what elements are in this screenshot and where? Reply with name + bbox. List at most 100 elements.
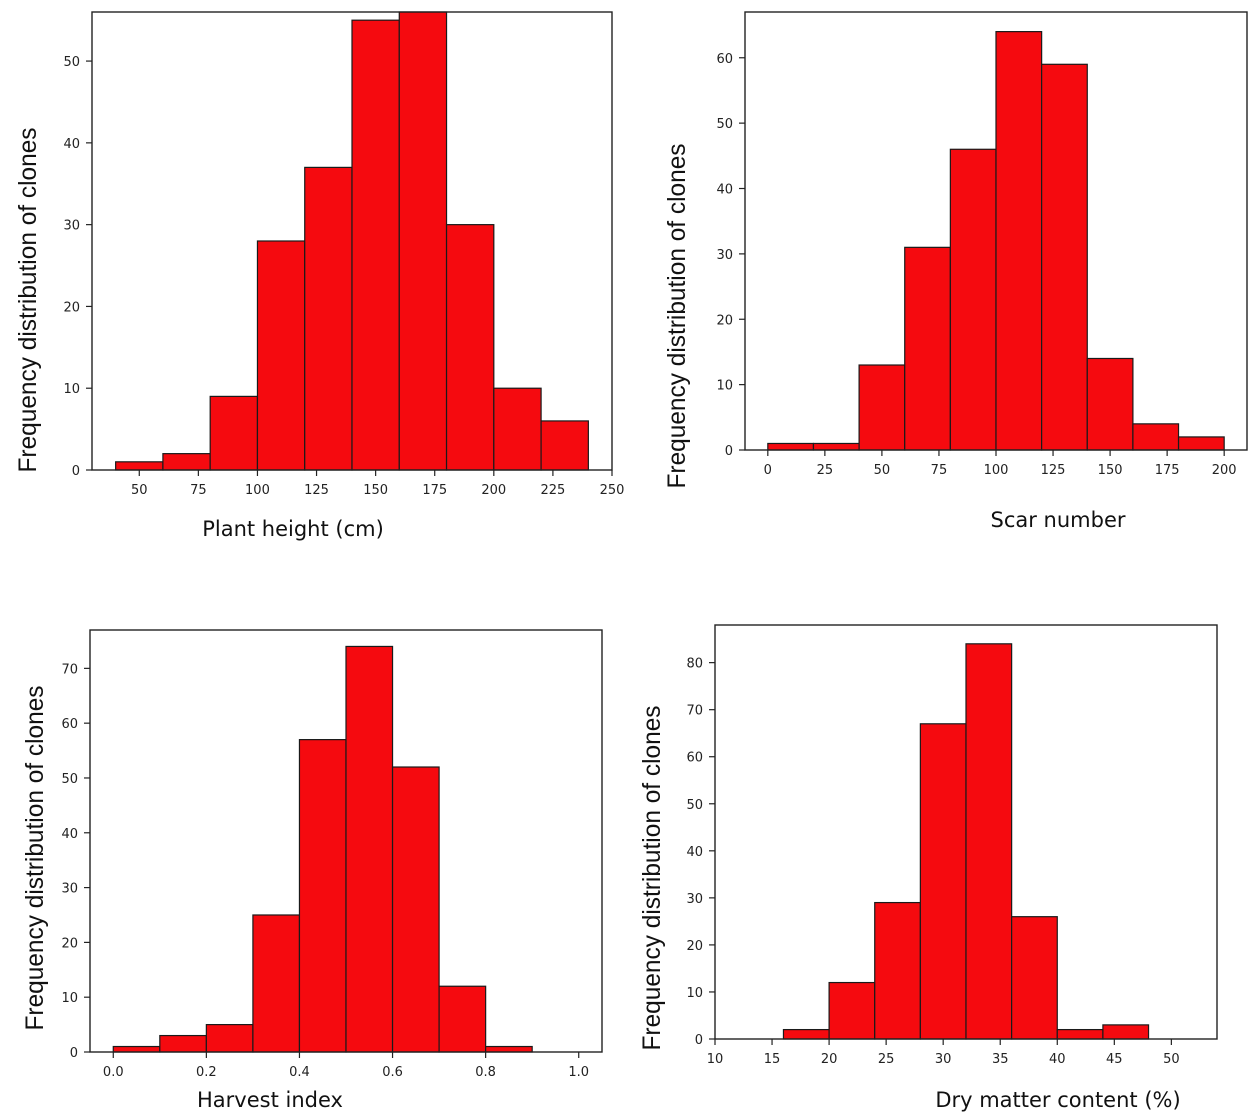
x-tick-label: 0.8 [475, 1065, 496, 1080]
histogram-bar [904, 246, 951, 451]
histogram-bar [162, 453, 211, 471]
histogram-bar [540, 420, 589, 471]
x-axis-label: Dry matter content (%) [935, 1088, 1180, 1112]
y-tick-label: 20 [63, 300, 80, 315]
y-tick-label: 10 [61, 991, 78, 1006]
histogram-bar [965, 643, 1013, 1040]
y-tick-label: 20 [61, 936, 78, 951]
histogram-bar [1086, 357, 1134, 451]
x-tick-label: 30 [935, 1052, 952, 1067]
x-tick-label: 75 [190, 483, 207, 498]
x-tick-label: 20 [821, 1052, 838, 1067]
chart-panel-3: 0.0 0.2 0.4 0.6 0.8 1.0 0 10 20 30 40 50 60 70 Harvest… [21, 629, 603, 1112]
histogram-bar [445, 224, 495, 471]
histogram-bar [828, 981, 876, 1040]
histogram-bar [767, 442, 815, 451]
histogram-bar [209, 395, 259, 471]
x-tick-label: 100 [984, 463, 1009, 478]
y-tick-label: 60 [61, 717, 78, 732]
x-tick-label: 15 [764, 1052, 781, 1067]
y-axis-label: Frequency distribution of clones [663, 144, 691, 489]
y-tick-label: 60 [716, 52, 733, 67]
histogram-bar [298, 739, 347, 1053]
histogram-bar [398, 11, 448, 471]
x-tick-label: 50 [1163, 1052, 1180, 1067]
plot-frame [91, 11, 613, 471]
x-tick-label: 200 [481, 483, 506, 498]
y-tick-label: 30 [61, 882, 78, 897]
y-tick-label: 50 [61, 772, 78, 787]
histogram-bar [256, 240, 306, 471]
histogram-bar [345, 645, 394, 1053]
x-tick-label: 100 [245, 483, 270, 498]
y-tick-label: 0 [695, 1033, 703, 1048]
histogram-bar [252, 914, 301, 1053]
y-tick-label: 0 [70, 1046, 78, 1061]
y-axis-label: Frequency distribution of clones [14, 128, 42, 473]
histogram-bar [493, 387, 542, 471]
histogram-bar [949, 148, 997, 451]
x-tick-label: 150 [1098, 463, 1123, 478]
histogram-bar [782, 1028, 830, 1040]
x-tick-label: 0.0 [103, 1065, 124, 1080]
histogram-bar [304, 166, 353, 471]
y-tick-label: 0 [725, 444, 733, 459]
x-tick-label: 50 [874, 463, 891, 478]
histogram-bar [995, 31, 1043, 451]
histogram-bar [1041, 63, 1088, 451]
plot-frame [89, 629, 603, 1053]
x-tick-label: 0.4 [289, 1065, 310, 1080]
histogram-bar [858, 364, 906, 451]
x-tick-label: 250 [600, 483, 625, 498]
x-tick-label: 150 [363, 483, 388, 498]
histogram-bar [874, 901, 921, 1040]
chart-panel-2: 0 25 50 75 100 125 150 175 200 0 10 20 30 40 50 60 Scar … [663, 11, 1248, 532]
histogram-bar [1177, 436, 1225, 451]
y-tick-label: 50 [716, 117, 733, 132]
y-tick-label: 0 [72, 464, 80, 479]
x-tick-label: 125 [304, 483, 329, 498]
histogram-bar [351, 19, 400, 471]
plot-frame [714, 624, 1218, 1040]
x-tick-label: 125 [1041, 463, 1066, 478]
y-tick-label: 60 [686, 751, 703, 766]
histogram-bar [919, 723, 967, 1040]
y-tick-label: 20 [716, 313, 733, 328]
x-tick-label: 75 [931, 463, 948, 478]
histogram-bar [205, 1023, 254, 1053]
y-tick-label: 40 [61, 827, 78, 842]
y-axis-label: Frequency distribution of clones [638, 706, 666, 1051]
histogram-bar [812, 442, 860, 451]
y-tick-label: 30 [63, 219, 80, 234]
y-tick-label: 50 [686, 798, 703, 813]
x-tick-label: 0.2 [196, 1065, 217, 1080]
x-tick-label: 25 [817, 463, 834, 478]
histogram-bar [1011, 916, 1058, 1040]
chart-panel-1: 50 75 100 125 150 175 200 225 250 0 10 20 30 40 50 Plan… [14, 11, 625, 541]
y-tick-label: 40 [686, 845, 703, 860]
x-tick-label: 0 [764, 463, 772, 478]
histogram-bar [159, 1034, 207, 1053]
x-tick-label: 175 [422, 483, 447, 498]
histogram-bar [391, 766, 440, 1053]
y-tick-label: 10 [716, 379, 733, 394]
x-tick-label: 10 [707, 1052, 724, 1067]
histogram-bar [438, 985, 487, 1053]
x-tick-label: 200 [1212, 463, 1237, 478]
y-tick-label: 30 [686, 892, 703, 907]
x-tick-label: 175 [1155, 463, 1180, 478]
histogram-bar [1102, 1024, 1150, 1040]
x-tick-label: 1.0 [568, 1065, 589, 1080]
y-tick-label: 80 [686, 657, 703, 672]
y-axis-label: Frequency distribution of clones [21, 686, 49, 1031]
histogram-bar [485, 1045, 533, 1053]
chart-panel-4: 10 15 20 25 30 35 40 45 50 0 10 20 30 40 50 60 70 80 Dry m… [638, 624, 1218, 1112]
y-tick-label: 70 [686, 704, 703, 719]
x-axis-label: Plant height (cm) [202, 517, 384, 541]
y-tick-label: 70 [61, 662, 78, 677]
histogram-bar [1056, 1028, 1104, 1040]
x-tick-label: 40 [1049, 1052, 1066, 1067]
y-tick-label: 10 [686, 986, 703, 1001]
x-tick-label: 0.6 [382, 1065, 403, 1080]
